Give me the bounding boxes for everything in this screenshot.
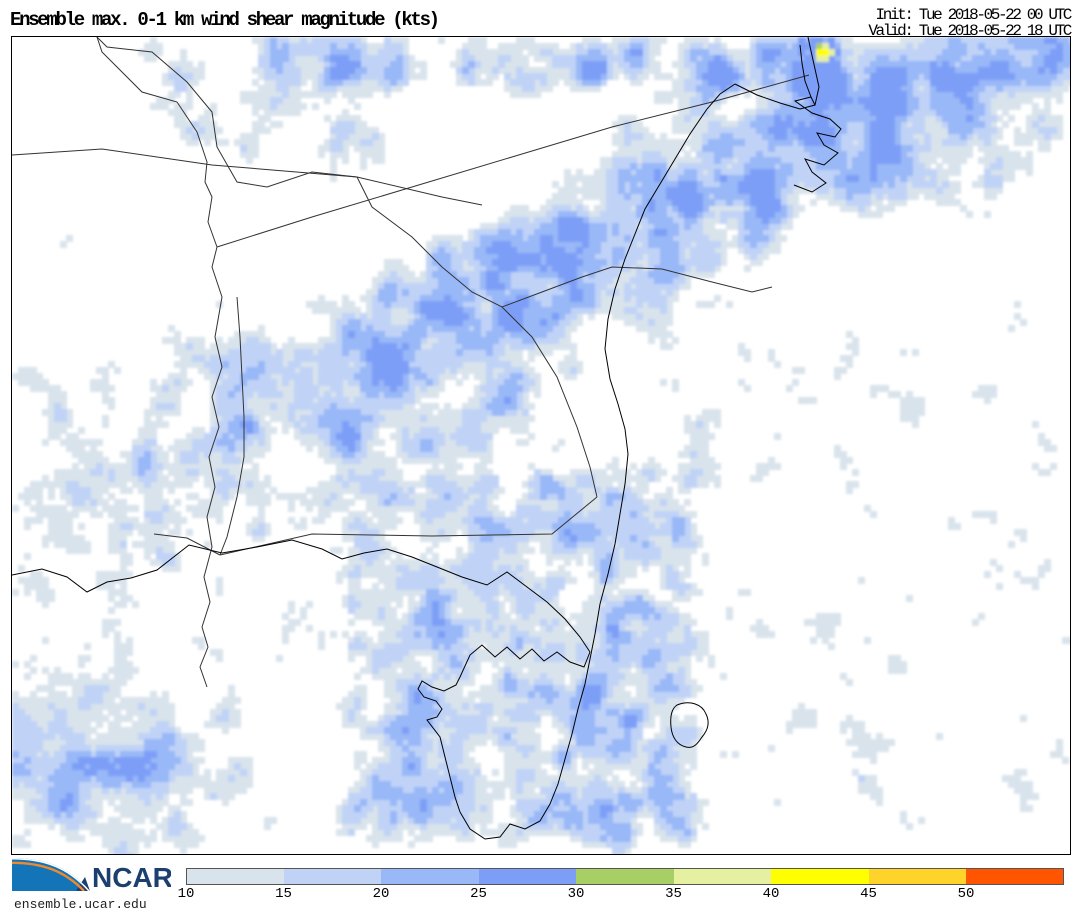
svg-text:NCAR: NCAR	[92, 862, 171, 893]
